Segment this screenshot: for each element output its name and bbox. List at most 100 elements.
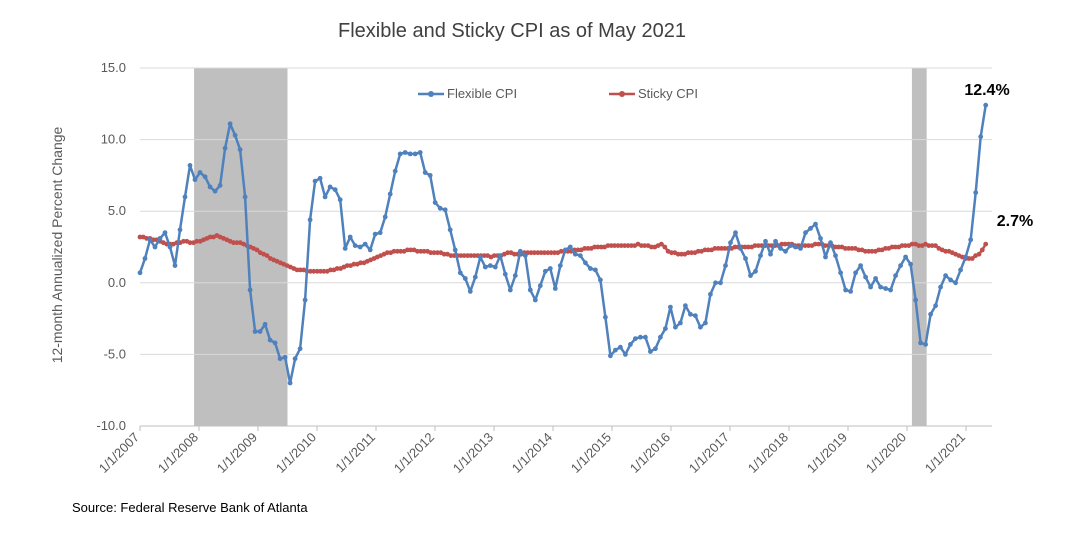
data-point — [773, 238, 778, 244]
data-point — [873, 276, 878, 281]
data-point — [232, 132, 238, 138]
data-point — [743, 256, 748, 261]
x-tick-label: 1/1/2011 — [332, 430, 378, 476]
data-point — [715, 246, 721, 251]
data-point — [718, 280, 723, 286]
y-tick-label: 10.0 — [101, 132, 126, 147]
data-point — [926, 243, 932, 249]
data-point — [382, 214, 388, 220]
data-point — [738, 246, 743, 251]
data-point — [633, 336, 638, 341]
data-point — [408, 247, 414, 253]
data-point — [237, 147, 243, 153]
data-point — [768, 251, 773, 257]
data-point — [512, 273, 518, 278]
data-point — [639, 243, 644, 249]
legend: Flexible CPI Sticky CPI — [418, 86, 698, 101]
data-point — [415, 248, 420, 254]
data-point — [342, 246, 348, 251]
data-point — [192, 177, 198, 183]
x-tick-label: 1/1/2021 — [922, 430, 968, 476]
data-point — [537, 283, 543, 289]
data-point — [653, 346, 658, 352]
data-point — [642, 243, 648, 249]
data-point — [958, 267, 963, 273]
data-point — [421, 248, 427, 254]
data-point — [528, 250, 534, 256]
data-point — [181, 238, 186, 244]
x-tick-label: 1/1/2009 — [214, 430, 260, 476]
data-point — [535, 250, 541, 256]
data-point — [689, 250, 694, 256]
data-point — [629, 243, 634, 249]
data-point — [137, 270, 143, 276]
data-point — [435, 250, 440, 256]
data-point — [878, 284, 883, 290]
data-point — [344, 263, 350, 268]
y-tick-label: 0.0 — [108, 275, 126, 290]
data-point — [618, 243, 624, 249]
legend-marker-flexible — [428, 91, 434, 97]
data-point — [481, 253, 487, 258]
data-point — [458, 253, 464, 258]
data-point — [669, 250, 674, 256]
data-point — [347, 234, 353, 240]
data-point — [337, 197, 343, 203]
data-point — [869, 248, 875, 254]
data-point — [713, 280, 718, 286]
legend-label-flexible: Flexible CPI — [447, 86, 517, 101]
data-point — [207, 184, 213, 190]
data-point — [853, 270, 858, 276]
data-point — [833, 253, 838, 258]
data-point — [608, 353, 613, 359]
data-point — [395, 248, 400, 254]
data-point — [973, 190, 979, 196]
legend-marker-sticky — [619, 91, 625, 97]
data-point — [322, 194, 328, 200]
data-point — [437, 205, 443, 211]
x-tick-label: 1/1/2018 — [745, 430, 791, 476]
data-point — [823, 254, 828, 260]
data-point — [552, 250, 557, 256]
data-point — [317, 175, 323, 181]
data-point — [828, 240, 833, 246]
data-point — [492, 264, 498, 270]
data-point — [675, 251, 681, 257]
data-point — [314, 268, 320, 274]
series-layer — [137, 102, 989, 386]
data-point — [358, 260, 363, 266]
data-point — [763, 238, 768, 244]
data-point — [562, 247, 568, 253]
data-point — [147, 237, 153, 243]
data-point — [808, 226, 813, 231]
data-point — [522, 253, 528, 258]
data-point — [367, 247, 373, 253]
data-point — [418, 248, 424, 254]
data-point — [362, 241, 368, 247]
data-point — [422, 170, 428, 175]
data-point — [705, 247, 711, 253]
data-point — [969, 256, 975, 261]
data-point — [207, 234, 213, 240]
x-axis-ticks: 1/1/2007 1/1/2008 1/1/2009 1/1/2010 1/1/2011… — [96, 426, 968, 476]
data-point — [452, 247, 458, 253]
data-point — [613, 347, 618, 353]
data-point — [187, 163, 193, 168]
data-point — [898, 263, 903, 268]
data-point — [538, 250, 544, 256]
data-point — [328, 267, 333, 273]
data-point — [441, 251, 447, 257]
data-point — [572, 251, 578, 257]
data-point — [638, 334, 643, 340]
data-point — [876, 247, 882, 253]
data-point — [512, 251, 517, 257]
data-point — [471, 253, 477, 258]
gridlines — [140, 67, 992, 427]
data-point — [983, 241, 989, 247]
data-point — [137, 234, 143, 240]
data-point — [202, 174, 208, 180]
data-point — [152, 244, 158, 250]
data-point — [545, 250, 551, 256]
data-point — [943, 273, 948, 278]
data-point — [282, 354, 288, 360]
